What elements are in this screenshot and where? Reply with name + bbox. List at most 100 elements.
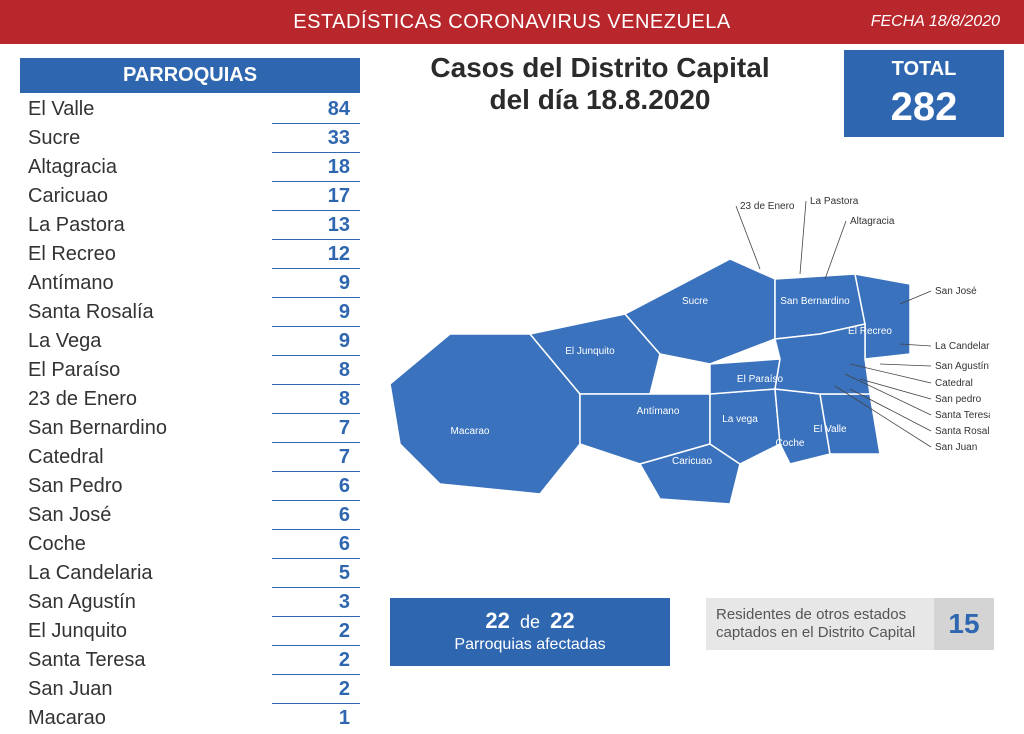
row-value: 2	[272, 617, 360, 646]
table-row: Catedral7	[20, 443, 360, 472]
row-name: Antímano	[20, 269, 272, 298]
map-label-coche: Coche	[776, 438, 805, 449]
affected-sub: Parroquias afectadas	[390, 636, 670, 654]
table-row: Santa Rosalía9	[20, 298, 360, 327]
row-name: El Recreo	[20, 240, 272, 269]
table-row: El Recreo12	[20, 240, 360, 269]
row-name: El Paraíso	[20, 356, 272, 385]
row-value: 2	[272, 675, 360, 704]
total-value: 282	[844, 87, 1004, 127]
header-title: ESTADÍSTICAS CORONAVIRUS VENEZUELA	[293, 11, 730, 34]
row-value: 9	[272, 269, 360, 298]
table-row: Sucre33	[20, 124, 360, 153]
row-value: 8	[272, 356, 360, 385]
row-name: Santa Teresa	[20, 646, 272, 675]
table-row: 23 de Enero8	[20, 385, 360, 414]
table-row: Coche6	[20, 530, 360, 559]
row-name: Macarao	[20, 704, 272, 733]
table-row: Altagracia18	[20, 153, 360, 182]
table-row: Macarao1	[20, 704, 360, 733]
map-label-el-valle: El Valle	[813, 424, 847, 435]
row-name: Sucre	[20, 124, 272, 153]
row-value: 9	[272, 327, 360, 356]
residents-value: 15	[934, 598, 994, 650]
parroquias-table: PARROQUIAS El Valle84Sucre33Altagracia18…	[20, 58, 360, 732]
table-row: San Pedro6	[20, 472, 360, 501]
row-value: 6	[272, 501, 360, 530]
total-label: TOTAL	[844, 58, 1004, 81]
affected-count: 22 de 22	[390, 608, 670, 634]
header-bar: ESTADÍSTICAS CORONAVIRUS VENEZUELA FECHA…	[0, 0, 1024, 44]
table-row: San Bernardino7	[20, 414, 360, 443]
row-name: San Juan	[20, 675, 272, 704]
row-name: La Pastora	[20, 211, 272, 240]
map-label-el-recreo: El Recreo	[848, 326, 892, 337]
map-label-el-paraiso: El Paraíso	[737, 374, 784, 385]
map-callout-label: San Agustín	[935, 361, 989, 372]
row-value: 13	[272, 211, 360, 240]
main-title-line1: Casos del Distrito Capital	[380, 52, 820, 84]
affected-box: 22 de 22 Parroquias afectadas	[390, 598, 670, 666]
map-label-el-junquito: El Junquito	[565, 346, 615, 357]
map-leader-line	[880, 364, 931, 366]
map-callout-label: La Candelaria	[935, 341, 990, 352]
row-value: 9	[272, 298, 360, 327]
row-name: Santa Rosalía	[20, 298, 272, 327]
district-map: Macarao El Junquito Antímano Caricuao La veg…	[380, 164, 990, 544]
row-name: Altagracia	[20, 153, 272, 182]
row-name: El Junquito	[20, 617, 272, 646]
map-callout-label: San pedro	[935, 394, 982, 405]
residents-text: Residentes de otros estados captados en …	[706, 598, 934, 650]
row-value: 33	[272, 124, 360, 153]
map-callout-label: Santa Rosalía	[935, 426, 990, 437]
table-row: La Pastora13	[20, 211, 360, 240]
map-callout-label: 23 de Enero	[740, 201, 795, 212]
main-title-line2: del día 18.8.2020	[380, 84, 820, 116]
row-name: El Valle	[20, 95, 272, 124]
table-row: San Juan2	[20, 675, 360, 704]
map-callout-label: La Pastora	[810, 196, 859, 207]
row-value: 6	[272, 472, 360, 501]
table-row: El Valle84	[20, 95, 360, 124]
row-value: 6	[272, 530, 360, 559]
map-callout-label: Altagracia	[850, 216, 895, 227]
map-callout-label: Catedral	[935, 378, 973, 389]
header-date: FECHA 18/8/2020	[871, 13, 1000, 31]
affected-a: 22	[485, 608, 509, 633]
row-value: 2	[272, 646, 360, 675]
table-row: Santa Teresa2	[20, 646, 360, 675]
row-name: San Pedro	[20, 472, 272, 501]
table-row: La Candelaria5	[20, 559, 360, 588]
table-row: San José6	[20, 501, 360, 530]
row-name: La Vega	[20, 327, 272, 356]
table-row: El Paraíso8	[20, 356, 360, 385]
row-name: Coche	[20, 530, 272, 559]
map-callout-label: San Juan	[935, 442, 977, 453]
map-callout-label: Santa Teresa	[935, 410, 990, 421]
row-value: 1	[272, 704, 360, 733]
map-leader-line	[736, 206, 760, 269]
row-value: 7	[272, 443, 360, 472]
map-label-san-bernardino: San Bernardino	[780, 296, 850, 307]
map-label-macarao: Macarao	[451, 426, 490, 437]
row-value: 18	[272, 153, 360, 182]
row-value: 17	[272, 182, 360, 211]
table-row: El Junquito2	[20, 617, 360, 646]
row-value: 84	[272, 95, 360, 124]
affected-de: de	[520, 612, 540, 632]
total-box: TOTAL 282	[844, 50, 1004, 137]
row-name: Caricuao	[20, 182, 272, 211]
table-header: PARROQUIAS	[20, 58, 360, 95]
map-label-antimano: Antímano	[637, 406, 680, 417]
table-row: Caricuao17	[20, 182, 360, 211]
row-value: 3	[272, 588, 360, 617]
row-name: San Bernardino	[20, 414, 272, 443]
table-row: Antímano9	[20, 269, 360, 298]
row-name: San José	[20, 501, 272, 530]
row-name: Catedral	[20, 443, 272, 472]
map-label-la-vega: La vega	[722, 414, 758, 425]
row-name: 23 de Enero	[20, 385, 272, 414]
row-value: 8	[272, 385, 360, 414]
row-value: 5	[272, 559, 360, 588]
map-label-caricuao: Caricuao	[672, 456, 712, 467]
